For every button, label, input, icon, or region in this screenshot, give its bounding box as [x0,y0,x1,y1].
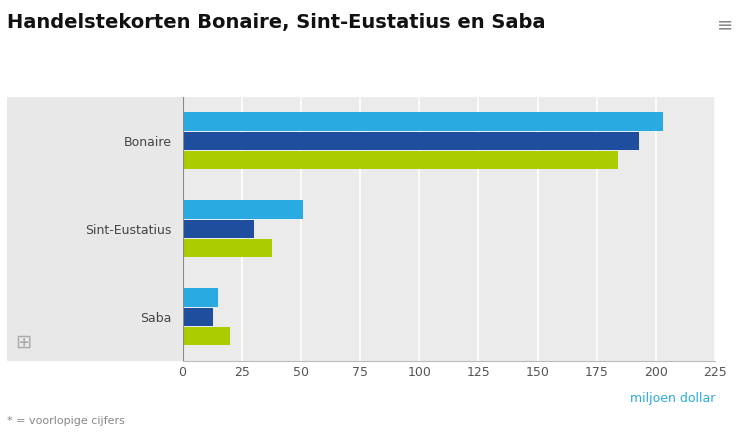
Bar [183,239,273,257]
Text: miljoen dollar: miljoen dollar [630,392,715,405]
Bar [183,220,253,238]
Bar [183,288,218,307]
Text: ≡: ≡ [717,15,734,34]
Bar [183,200,303,219]
Bar [183,151,618,169]
Bar [183,132,639,150]
Text: ⊞: ⊞ [15,333,31,352]
Text: * = voorlopige cijfers: * = voorlopige cijfers [7,416,125,426]
Text: Handelstekorten Bonaire, Sint-Eustatius en Saba: Handelstekorten Bonaire, Sint-Eustatius … [7,13,546,32]
Bar [183,308,213,326]
Bar [183,112,663,131]
Bar [183,327,230,345]
